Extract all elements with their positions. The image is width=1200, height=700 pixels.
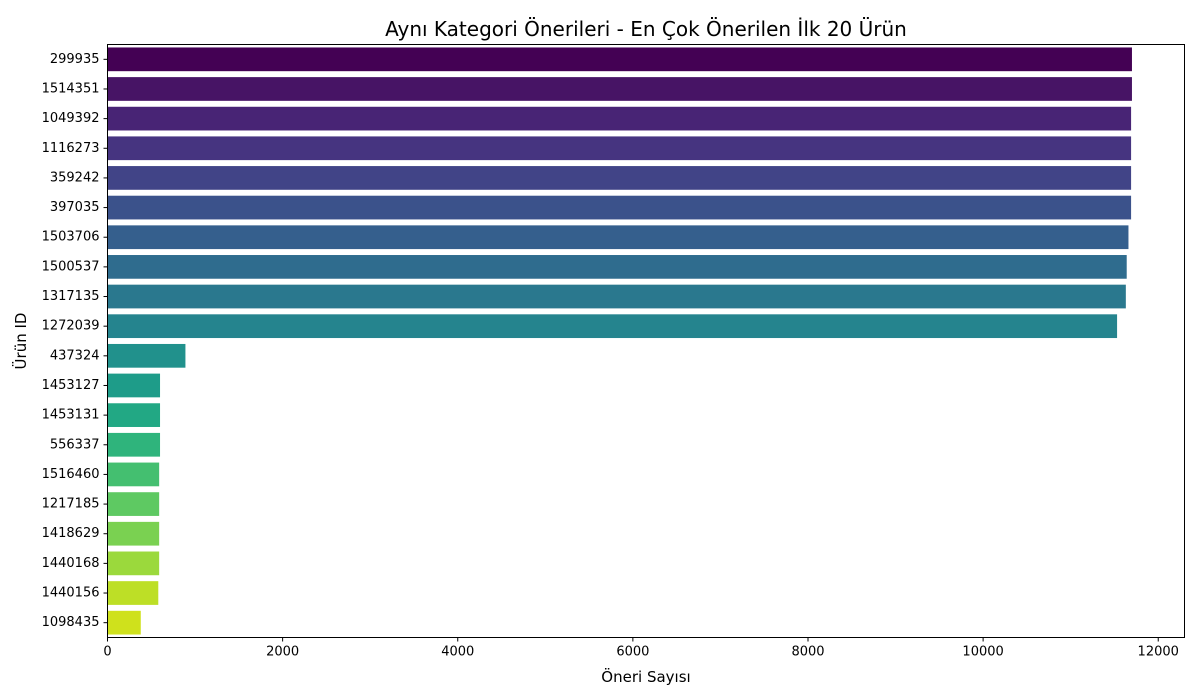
x-tick-label: 6000	[616, 645, 649, 660]
y-axis-label: Ürün ID	[11, 313, 30, 370]
y-tick-label: 1418629	[42, 526, 100, 541]
bar-1440156	[107, 581, 159, 605]
x-tick-label: 0	[103, 645, 111, 660]
y-tick-label: 1500537	[42, 259, 100, 274]
bar-299935	[107, 47, 1132, 72]
bars-group	[107, 47, 1132, 635]
plot-frame	[107, 44, 1185, 638]
y-tick-label: 556337	[50, 437, 100, 452]
y-tick-label: 437324	[50, 348, 100, 363]
bar-1418629	[107, 521, 160, 546]
y-tick-label: 397035	[50, 200, 100, 215]
bar-359242	[107, 166, 1132, 190]
bar-1098435	[107, 610, 141, 635]
y-axis-ticks: 299935 1514351 1049392 1116273 359242 397035 1…	[42, 52, 108, 630]
y-tick-label: 1514351	[42, 81, 100, 96]
bar-437324	[107, 343, 186, 368]
chart-title: Aynı Kategori Önerileri - En Çok Önerile…	[385, 17, 907, 41]
y-tick-label: 1272039	[42, 319, 100, 334]
y-tick-label: 1453131	[42, 408, 100, 423]
y-tick-label: 359242	[50, 170, 100, 185]
y-tick-label: 1440168	[42, 556, 100, 571]
bar-1503706	[107, 225, 1129, 250]
y-tick-label: 1098435	[42, 615, 100, 630]
y-tick-label: 1116273	[42, 141, 100, 156]
bar-1116273	[107, 136, 1132, 161]
x-axis-ticks: 0 2000 4000 6000 8000 10000 12000	[103, 637, 1179, 660]
x-tick-label: 12000	[1138, 645, 1179, 660]
y-tick-label: 1049392	[42, 111, 100, 126]
x-tick-label: 4000	[441, 645, 474, 660]
bar-1272039	[107, 314, 1118, 339]
x-axis-label: Öneri Sayısı	[601, 667, 690, 686]
bar-1317135	[107, 284, 1126, 309]
y-tick-label: 1453127	[42, 378, 100, 393]
bar-1049392	[107, 106, 1132, 131]
y-tick-label: 1317135	[42, 289, 100, 304]
bar-1440168	[107, 551, 160, 576]
bar-1453127	[107, 373, 161, 398]
x-tick-label: 10000	[962, 645, 1003, 660]
y-tick-label: 299935	[50, 52, 100, 67]
x-tick-label: 8000	[791, 645, 824, 660]
y-tick-label: 1516460	[42, 467, 100, 482]
bar-397035	[107, 195, 1132, 220]
bar-1516460	[107, 462, 160, 487]
y-tick-label: 1503706	[42, 230, 100, 245]
bar-1514351	[107, 77, 1132, 101]
bar-556337	[107, 432, 161, 457]
bar-1500537	[107, 255, 1127, 279]
bar-1217185	[107, 492, 160, 516]
bar-1453131	[107, 403, 161, 427]
y-tick-label: 1217185	[42, 497, 100, 512]
x-tick-label: 2000	[266, 645, 299, 660]
y-tick-label: 1440156	[42, 586, 100, 601]
